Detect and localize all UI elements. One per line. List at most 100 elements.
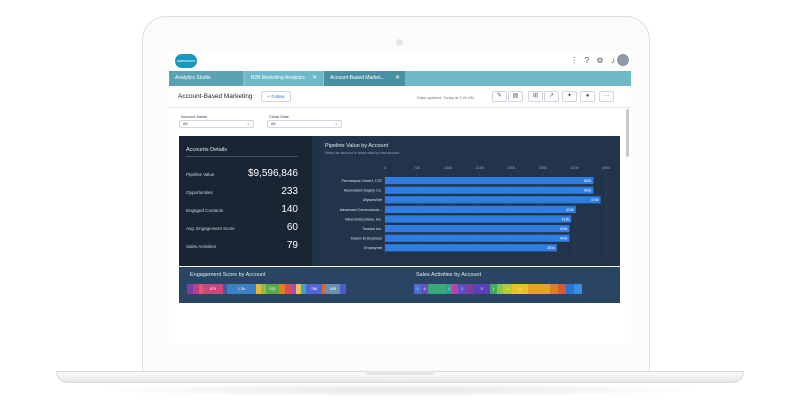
tab-bar: Analytics Studio B2B Marketing Analytics… xyxy=(169,71,631,86)
tab-b2b-marketing-analytics[interactable]: B2B Marketing Analytics ✕ xyxy=(244,71,322,86)
kpi-value: 140 xyxy=(281,204,298,215)
strip-segment[interactable] xyxy=(497,284,503,294)
laptop-shadow xyxy=(90,383,710,397)
strip-segment[interactable] xyxy=(193,284,199,294)
bar[interactable] xyxy=(385,215,572,223)
bar[interactable] xyxy=(385,225,570,233)
grid-icon[interactable]: ⋮ xyxy=(570,56,578,65)
strip-segment[interactable] xyxy=(296,284,301,294)
global-header: salesforce ⋮ ? ⚙ ♪ xyxy=(169,51,631,71)
strip-segment[interactable]: 2 xyxy=(512,284,528,294)
kpi-label: Opportunities xyxy=(186,190,213,195)
x-tick-label: 70k xyxy=(414,166,420,170)
notify-icon[interactable]: ✦ xyxy=(562,91,577,102)
strip-segment[interactable] xyxy=(322,284,326,294)
strip-segment[interactable]: 674 xyxy=(203,284,223,294)
dashboard-bottom: Engagement Score by Account 674 1.3k 532 76… xyxy=(179,267,620,303)
strip-segment[interactable] xyxy=(566,284,574,294)
help-icon[interactable]: ? xyxy=(584,56,590,65)
chevron-down-icon: ⌄ xyxy=(334,121,338,126)
chat-icon[interactable]: ● xyxy=(580,91,595,102)
bell-icon[interactable]: ♪ xyxy=(611,56,615,65)
strip-segment[interactable] xyxy=(550,284,558,294)
tab-label: Analytics Studio xyxy=(175,75,211,81)
bar[interactable] xyxy=(385,234,570,242)
global-actions: ⋮ ? ⚙ ♪ xyxy=(570,56,617,65)
bar[interactable] xyxy=(385,177,594,185)
strip-segment[interactable] xyxy=(340,284,346,294)
strip-segment[interactable] xyxy=(466,284,473,294)
strip-segment[interactable]: 3 xyxy=(473,284,490,294)
strip-segment[interactable] xyxy=(187,284,193,294)
strip-segment[interactable] xyxy=(574,284,582,294)
strip-segment[interactable] xyxy=(223,284,227,294)
close-icon[interactable]: ✕ xyxy=(311,75,317,81)
strip-segment[interactable] xyxy=(261,284,266,294)
share-icon[interactable]: ↗ xyxy=(544,91,559,102)
strip-segment[interactable]: 1 xyxy=(446,284,452,294)
strip-segment[interactable] xyxy=(256,284,261,294)
strip-segment[interactable] xyxy=(279,284,285,294)
account-name-select[interactable]: All ⌄ xyxy=(179,120,254,128)
strip-segment[interactable] xyxy=(528,284,550,294)
kpi-opportunities[interactable]: Opportunities 233 xyxy=(186,186,298,200)
strip-segment[interactable] xyxy=(558,284,566,294)
save-icon[interactable]: ▤ xyxy=(508,91,523,102)
accounts-details-panel: Accounts Details Pipeline Value $9,596,8… xyxy=(179,136,312,266)
strip-segment[interactable]: 1 xyxy=(490,284,497,294)
kpi-label: Sales Activities xyxy=(186,244,217,249)
chevron-down-icon: ⌄ xyxy=(246,121,250,126)
chart-title: Pipeline Value by Account xyxy=(325,143,389,149)
avatar[interactable] xyxy=(617,54,629,66)
strip-segment[interactable]: 1 xyxy=(503,284,512,294)
tab-analytics-studio[interactable]: Analytics Studio xyxy=(169,71,243,86)
salesforce-logo[interactable]: salesforce xyxy=(175,54,197,68)
tab-account-based-marketing[interactable]: Account-Based Market... ✕ xyxy=(323,71,405,86)
kpi-pipeline-value[interactable]: Pipeline Value $9,596,846 xyxy=(186,168,298,182)
gear-icon[interactable]: ⚙ xyxy=(596,56,604,65)
strip-segment[interactable] xyxy=(199,284,203,294)
strip-segment[interactable]: 532 xyxy=(266,284,279,294)
category-label: Haven Enterprises xyxy=(351,237,382,241)
select-value: All xyxy=(183,121,188,126)
strip-segment[interactable]: 766 xyxy=(306,284,322,294)
strip-segment[interactable]: 4 xyxy=(421,284,428,294)
x-tick-label: 210k xyxy=(476,166,484,170)
follow-button[interactable]: + Follow xyxy=(261,91,291,102)
camera-icon xyxy=(396,39,403,46)
data-label: 409k xyxy=(560,237,568,241)
pencil-icon[interactable]: ✎ xyxy=(492,91,507,102)
select-value: All xyxy=(271,121,276,126)
strip-segment[interactable]: 1 xyxy=(414,284,421,294)
tab-label: B2B Marketing Analytics xyxy=(251,75,305,81)
kpi-label: Avg. Engagement Score xyxy=(186,226,235,231)
strip-segment[interactable] xyxy=(428,284,446,294)
strip-segment[interactable]: 658 xyxy=(326,284,340,294)
bar[interactable] xyxy=(385,186,594,194)
x-tick-label: 280k xyxy=(507,166,515,170)
strip-segment[interactable] xyxy=(291,284,296,294)
kpi-avg-engagement-score[interactable]: Avg. Engagement Score 60 xyxy=(186,222,298,236)
strip-segment[interactable]: 1 xyxy=(458,284,466,294)
kpi-engaged-contacts[interactable]: Engaged Contacts 140 xyxy=(186,204,298,218)
accounts-details-title: Accounts Details xyxy=(186,147,227,153)
kpi-value: 233 xyxy=(281,186,298,197)
bar[interactable] xyxy=(385,205,576,213)
x-tick-label: 420k xyxy=(570,166,578,170)
close-icon[interactable]: ✕ xyxy=(394,75,400,81)
strip-segment[interactable]: 1.3k xyxy=(227,284,256,294)
more-icon[interactable]: ··· xyxy=(599,91,614,102)
bar[interactable] xyxy=(385,196,601,204)
close-date-select[interactable]: All ⌄ xyxy=(267,120,342,128)
scrollbar[interactable] xyxy=(626,109,629,157)
chart-subtitle: Select an account to break data by that … xyxy=(325,151,400,155)
strip-segment[interactable] xyxy=(301,284,306,294)
bar[interactable] xyxy=(385,244,557,252)
strip-segment[interactable] xyxy=(285,284,291,294)
logo-text: salesforce xyxy=(176,58,196,63)
data-label: 478k xyxy=(591,198,599,202)
cart-icon[interactable]: ⊞ xyxy=(528,91,543,102)
kpi-sales-activities[interactable]: Sales Activities 79 xyxy=(186,240,298,254)
strip-segment[interactable] xyxy=(452,284,458,294)
